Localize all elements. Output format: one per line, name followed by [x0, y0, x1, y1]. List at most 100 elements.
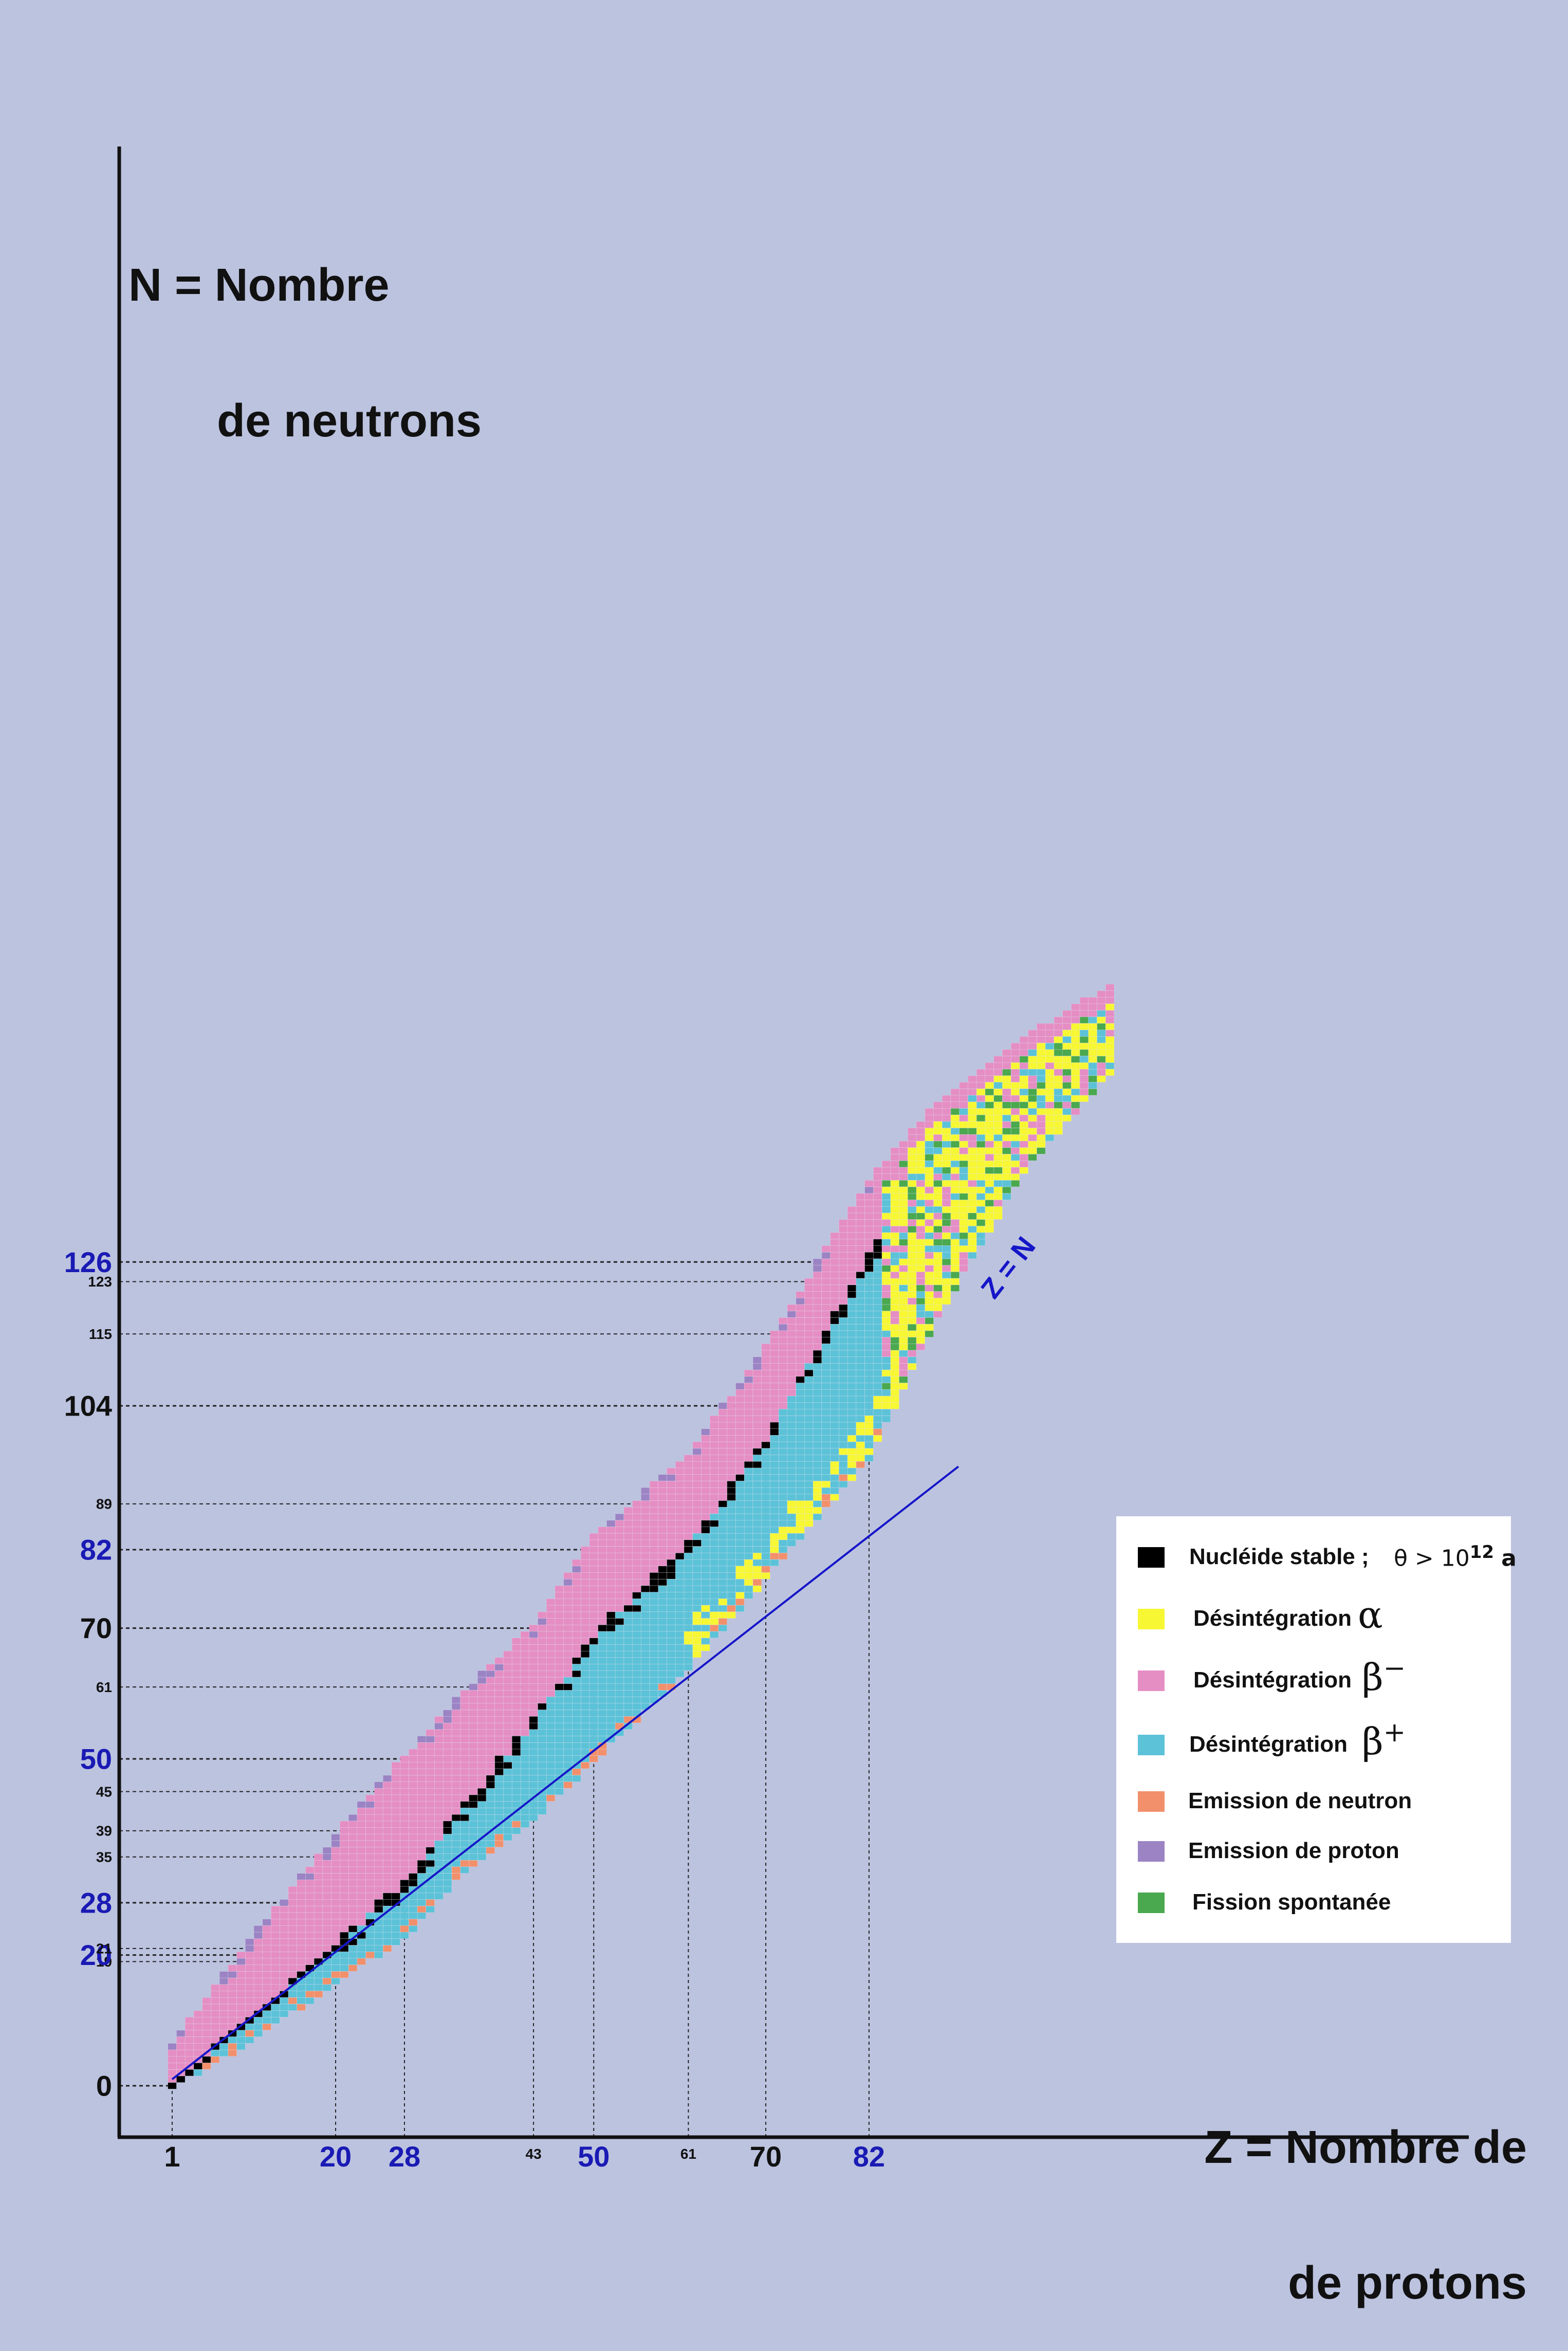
nuclide-cell [864, 1395, 874, 1403]
nuclide-cell [253, 2030, 263, 2037]
nuclide-cell [761, 1441, 770, 1448]
nuclide-cell [409, 1847, 418, 1854]
nuclide-cell [572, 1559, 581, 1566]
nuclide-cell [925, 1173, 934, 1181]
nuclide-cell [632, 1539, 641, 1547]
nuclide-cell [873, 1344, 882, 1351]
nuclide-cell [675, 1618, 685, 1625]
nuclide-cell [253, 1938, 263, 1945]
nuclide-cell [340, 1827, 349, 1834]
nuclide-cell [787, 1416, 796, 1423]
nuclide-cell [710, 1513, 719, 1520]
nuclide-cell [710, 1579, 719, 1586]
nuclide-cell [847, 1317, 856, 1325]
nuclide-cell [925, 1161, 934, 1168]
nuclide-cell [641, 1631, 650, 1638]
nuclide-cell [1002, 1114, 1011, 1122]
nuclide-cell [890, 1376, 899, 1383]
nuclide-cell [228, 1978, 237, 1985]
nuclide-cell [365, 1886, 375, 1893]
nuclide-cell [701, 1585, 710, 1592]
nuclide-cell [340, 1866, 349, 1874]
nuclide-cell [520, 1821, 529, 1828]
nuclide-cell [417, 1893, 427, 1900]
nuclide-cell [873, 1422, 882, 1429]
nuclide-cell [245, 1991, 254, 1998]
nuclide-cell [503, 1710, 512, 1717]
nuclide-cell [451, 1703, 461, 1710]
nuclide-cell [434, 1716, 444, 1723]
nuclide-cell [839, 1291, 848, 1298]
legend-stable-note-exp: 12 [1469, 1542, 1495, 1563]
nuclide-cell [1105, 1030, 1115, 1037]
nuclide-cell [718, 1461, 727, 1468]
nuclide-cell [529, 1768, 538, 1775]
y-axis-title: N = Nombre de neutrons [128, 172, 482, 489]
nuclide-cell [839, 1435, 848, 1442]
nuclide-cell [202, 2024, 211, 2031]
nuclide-cell [598, 1742, 607, 1750]
nuclide-cell [933, 1134, 943, 1142]
nuclide-cell [1071, 1095, 1080, 1102]
nuclide-cell [426, 1827, 435, 1834]
nuclide-cell [185, 2056, 194, 2063]
nuclide-cell [288, 1997, 297, 2005]
nuclide-cell [933, 1226, 943, 1233]
nuclide-cell [847, 1428, 856, 1436]
nuclide-cell [1028, 1030, 1037, 1037]
nuclide-cell [305, 1945, 315, 1952]
nuclide-cell [770, 1395, 779, 1403]
nuclide-cell [658, 1527, 667, 1534]
nuclide-cell [710, 1631, 719, 1638]
nuclide-cell [890, 1186, 899, 1193]
nuclide-cell [494, 1794, 504, 1802]
nuclide-cell [779, 1487, 788, 1495]
nuclide-cell [890, 1252, 899, 1259]
nuclide-cell [675, 1553, 685, 1560]
nuclide-cell [280, 1912, 289, 1919]
nuclide-cell [434, 1729, 444, 1736]
nuclide-cell [228, 2024, 237, 2031]
nuclide-cell [727, 1611, 736, 1619]
nuclide-cell [899, 1278, 908, 1285]
nuclide-cell [864, 1232, 874, 1239]
nuclide-cell [331, 1925, 340, 1933]
nuclide-cell [881, 1278, 891, 1285]
nuclide-cell [348, 1919, 358, 1926]
nuclide-cell [469, 1794, 478, 1802]
nuclide-cell [847, 1291, 856, 1298]
nuclide-cell [168, 2056, 177, 2063]
axes [117, 146, 1469, 2139]
nuclide-cell [598, 1546, 607, 1553]
nuclide-cell [563, 1644, 573, 1651]
nuclide-cell [830, 1356, 839, 1364]
nuclide-cell [598, 1677, 607, 1684]
nuclide-cell [890, 1291, 899, 1298]
nuclide-cell [589, 1539, 598, 1547]
nuclide-cell [313, 1860, 323, 1867]
nuclide-cell [744, 1467, 753, 1475]
nuclide-cell [305, 1912, 315, 1919]
nuclide-cell [245, 1958, 254, 1965]
nuclide-cell [908, 1167, 917, 1174]
nuclide-cell [718, 1422, 727, 1429]
nuclide-cell [486, 1762, 495, 1769]
nuclide-cell [787, 1487, 796, 1495]
nuclide-cell [727, 1559, 736, 1566]
nuclide-cell [667, 1474, 676, 1481]
nuclide-cell [804, 1455, 814, 1462]
nuclide-cell [1037, 1134, 1046, 1142]
nuclide-cell [623, 1638, 633, 1645]
nuclide-cell [908, 1239, 917, 1246]
nuclide-cell [933, 1108, 943, 1115]
nuclide-cell [796, 1304, 805, 1311]
nuclide-cell [658, 1677, 667, 1684]
nuclide-cell [357, 1840, 366, 1847]
nuclide-cell [538, 1683, 547, 1691]
nuclide-cell [727, 1533, 736, 1540]
nuclide-cell [873, 1173, 882, 1181]
nuclide-cell [925, 1252, 934, 1259]
nuclide-cell [426, 1736, 435, 1743]
nuclide-cell [340, 1853, 349, 1861]
nuclide-cell [667, 1579, 676, 1586]
